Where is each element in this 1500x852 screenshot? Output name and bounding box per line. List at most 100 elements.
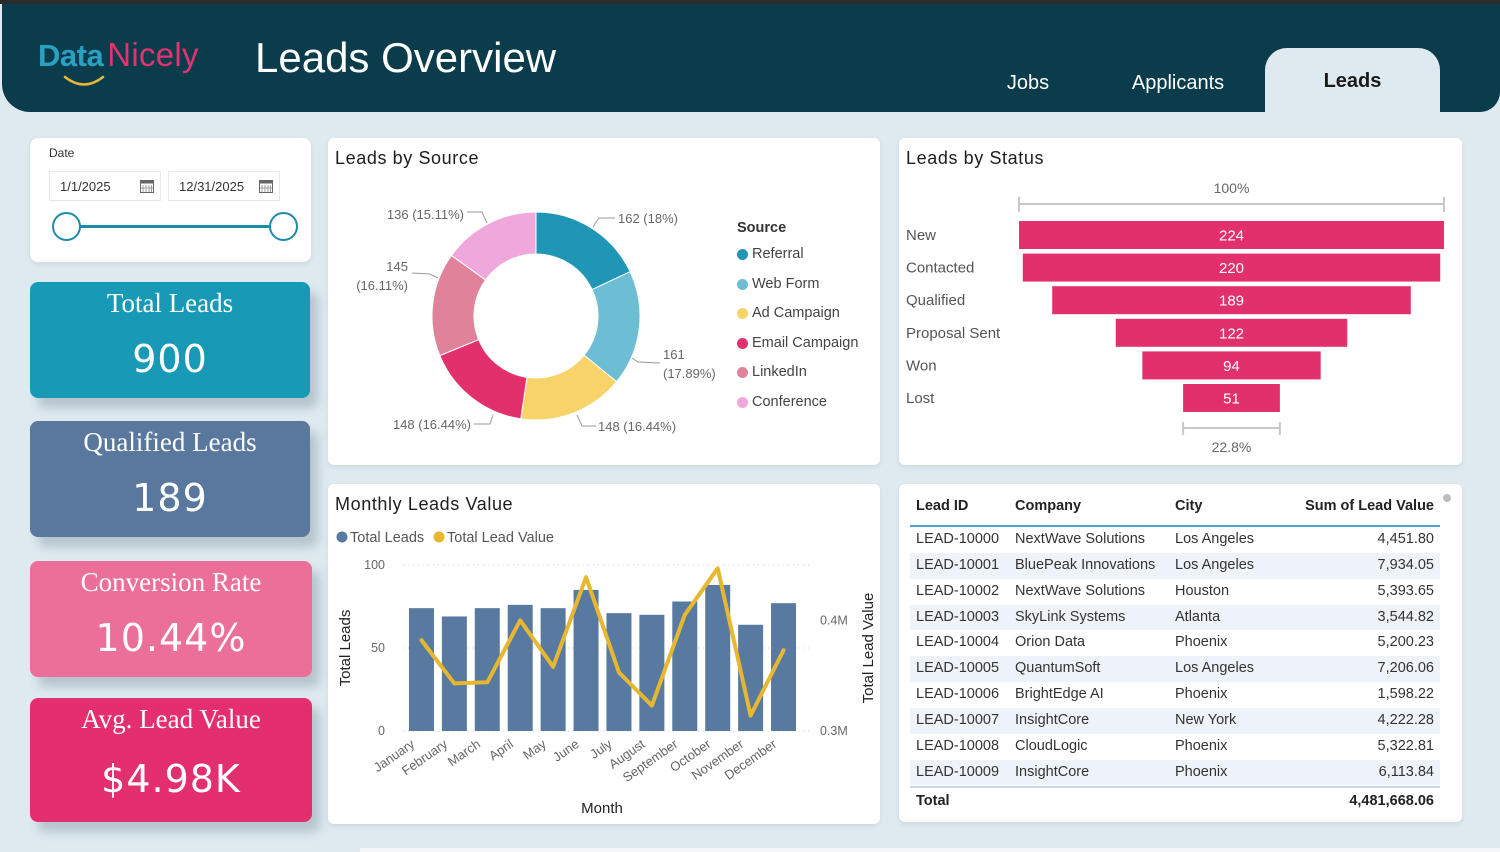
legend-item-referral[interactable]: Referral (737, 244, 804, 264)
data-label-referral: 162 (18%) (618, 211, 678, 226)
funnel-bar-proposal-sent[interactable] (1115, 318, 1348, 347)
table-row[interactable]: LEAD-10004 Orion Data Phoenix 5,200.23 (910, 630, 1440, 656)
table-row[interactable]: LEAD-10009 InsightCore Phoenix 6,113.84 (910, 759, 1440, 786)
funnel-bar-new[interactable] (1019, 221, 1444, 249)
calendar-icon[interactable] (259, 180, 273, 193)
bar-january[interactable] (408, 608, 434, 731)
column-header-company[interactable]: Company (1015, 498, 1082, 514)
legend-item-email-campaign[interactable]: Email Campaign (737, 333, 858, 353)
donut-slice-conference[interactable] (450, 211, 537, 281)
funnel-chart: 100% 224 New 220 Contacted 189 Qualified 122 Pro… (906, 180, 1445, 455)
table-row[interactable]: LEAD-10007 InsightCore New York 4,222.28 (910, 707, 1440, 734)
funnel-value-label: 189 (1219, 293, 1244, 310)
start-date-input[interactable]: 1/1/2025 (49, 171, 161, 201)
cell-company: NextWave Solutions (1015, 582, 1146, 599)
cell-company: BrightEdge AI (1015, 686, 1104, 703)
cell-lead-id: LEAD-10000 (916, 531, 1000, 547)
header-bar (2, 4, 1500, 112)
date-range-end-handle[interactable] (269, 212, 298, 241)
table-row[interactable]: LEAD-10008 CloudLogic Phoenix 5,322.81 (910, 734, 1440, 760)
kpi-card-avg-lead-value: Avg. Lead Value $4.98K (30, 698, 312, 822)
bar-september[interactable] (672, 601, 698, 731)
calendar-icon[interactable] (140, 180, 154, 193)
chart-title: Leads by Status (906, 148, 1045, 168)
cell-lead-id: LEAD-10007 (916, 711, 1000, 728)
kpi-value: 189 (132, 476, 208, 520)
legend-label: Conference (752, 394, 827, 410)
funnel-bottom-percent: 22.8% (1212, 439, 1252, 455)
legend-label: Referral (752, 246, 804, 262)
donut-slice-email-campaign[interactable] (439, 338, 528, 420)
kpi-title: Conversion Rate (80, 567, 262, 597)
cell-company: Orion Data (1015, 634, 1086, 651)
brand-logo: Data Nicely (38, 36, 199, 86)
bar-june[interactable] (573, 589, 599, 731)
legend-dot-icon (737, 307, 748, 319)
tab-applicants[interactable]: Applicants (1131, 72, 1225, 94)
cell-city: Los Angeles (1175, 660, 1255, 677)
table-row[interactable]: LEAD-10001 BluePeak Innovations Los Angele… (910, 552, 1440, 579)
table-total-row: Total 4,481,668.06 (910, 788, 1440, 814)
legend-item-conference[interactable]: Conference (737, 392, 827, 412)
funnel-bar-lost[interactable] (1183, 384, 1280, 412)
y-axis-tick-label: 50 (371, 641, 385, 655)
cell-company: InsightCore (1015, 763, 1090, 780)
data-label-leader-line (592, 217, 615, 228)
bar-august[interactable] (639, 614, 665, 731)
cell-lead-id: LEAD-10003 (916, 608, 1000, 625)
legend-label: Ad Campaign (752, 305, 840, 321)
data-label-email-campaign: 148 (16.44%) (393, 417, 471, 432)
table-row[interactable]: LEAD-10002 NextWave Solutions Houston 5,393… (910, 579, 1440, 605)
kpi-title: Total Leads (106, 288, 234, 318)
data-label-web-form: 161 (663, 347, 685, 362)
tab-leads[interactable]: Leads (1265, 48, 1440, 113)
table-scrollbar-thumb[interactable] (1443, 494, 1451, 502)
date-range-slider-track[interactable] (66, 225, 283, 228)
data-label-linkedin: (16.11%) (356, 278, 408, 293)
legend-dot-icon (737, 396, 748, 408)
tab-jobs[interactable]: Jobs (1006, 72, 1050, 94)
cell-lead-id: LEAD-10006 (916, 686, 1000, 703)
line-total-lead-value[interactable] (419, 566, 786, 718)
legend-item-ad-campaign[interactable]: Ad Campaign (737, 303, 840, 323)
funnel-top-bracket (1018, 197, 1445, 212)
table-row[interactable]: LEAD-10005 QuantumSoft Los Angeles 7,206.06 (910, 656, 1440, 683)
date-range-start-handle[interactable] (52, 212, 81, 241)
legend-item-total-lead-value[interactable]: Total Lead Value (447, 530, 554, 546)
funnel-category-label-proposal-sent: Proposal Sent (906, 325, 1001, 342)
y-axis-tick-label: 100 (364, 558, 385, 572)
legend-item-linkedin[interactable]: LinkedIn (737, 362, 807, 382)
cell-lead-value: 5,322.81 (1377, 737, 1434, 754)
cell-company: CloudLogic (1015, 737, 1088, 754)
y-axis-tick-label: 0 (378, 724, 385, 738)
legend-item-web-form[interactable]: Web Form (737, 274, 819, 294)
funnel-bar-contacted[interactable] (1022, 253, 1441, 282)
logo-text-data: Data (38, 38, 104, 73)
donut-chart: 162 (18%) 161 (17.89%) 148 (16.44%) 148 (16.… (356, 207, 716, 434)
cell-lead-value: 5,393.65 (1377, 582, 1434, 599)
cell-company: SkyLink Systems (1015, 608, 1126, 625)
funnel-bar-qualified[interactable] (1052, 286, 1411, 315)
total-value: 4,481,668.06 (1349, 793, 1434, 809)
data-label-leader-line (631, 357, 661, 364)
legend-item-total-leads[interactable]: Total Leads (350, 530, 424, 546)
data-label-leader-line (576, 414, 596, 427)
legend-label: Web Form (752, 276, 820, 292)
column-header-lead-value[interactable]: Sum of Lead Value (1305, 498, 1434, 514)
x-axis-tick-label-june: June (550, 736, 582, 764)
column-header-lead-id[interactable]: Lead ID (916, 498, 969, 514)
table-total-divider (910, 786, 1440, 788)
column-header-city[interactable]: City (1175, 498, 1203, 514)
total-label: Total (916, 793, 950, 809)
leads-table-card: Lead ID Company City Sum of Lead Value L… (899, 484, 1462, 822)
bar-april[interactable] (507, 604, 533, 731)
table-row[interactable]: LEAD-10006 BrightEdge AI Phoenix 1,598.22 (910, 682, 1440, 708)
funnel-bar-won[interactable] (1142, 351, 1321, 380)
table-row[interactable]: LEAD-10000 NextWave Solutions Los Angeles 4… (910, 527, 1440, 553)
end-date-input[interactable]: 12/31/2025 (168, 171, 280, 201)
bar-may[interactable] (540, 608, 566, 731)
cell-lead-value: 4,222.28 (1377, 711, 1434, 728)
funnel-value-label: 220 (1219, 260, 1244, 277)
funnel-top-percent: 100% (1214, 180, 1250, 196)
table-row[interactable]: LEAD-10003 SkyLink Systems Atlanta 3,544.82 (910, 604, 1440, 631)
